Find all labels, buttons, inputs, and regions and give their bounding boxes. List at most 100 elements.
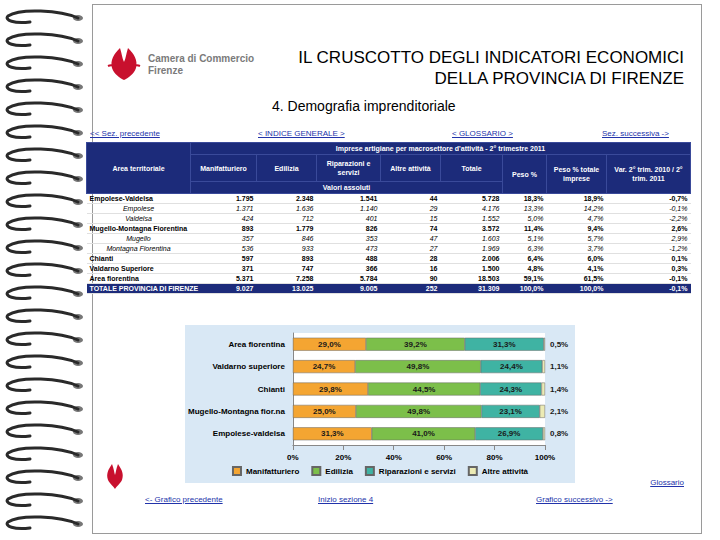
svg-text:Riparazioni e servizi: Riparazioni e servizi [379,467,456,476]
svg-text:Valdarno superiore: Valdarno superiore [212,362,285,371]
html-text:18,3%: 18,3% [523,195,544,202]
svg-text:31,3%: 31,3% [321,429,344,438]
html-text:712: 712 [301,215,314,222]
svg-text:Edilizia: Edilizia [325,467,353,476]
html-text:Mugello-Montagna Fiorentina: Mugello-Montagna Fiorentina [89,225,188,232]
html-text:11,4%: 11,4% [524,225,544,232]
html-text:DELLA PROVINCIA DI FIRENZE: DELLA PROVINCIA DI FIRENZE [434,69,684,88]
html-text:893: 893 [241,225,254,232]
html-text:15: 15 [429,215,438,222]
html-text:424: 424 [241,215,254,222]
svg-text:0,8%: 0,8% [550,429,568,438]
html-text:Area territoriale: Area territoriale [112,164,165,172]
html-text:Totale: Totale [461,164,482,172]
svg-text:Area fiorentina: Area fiorentina [228,340,285,349]
html-text:14,2%: 14,2% [583,205,604,212]
svg-text:Chianti: Chianti [258,385,285,394]
html-text:1.552: 1.552 [482,215,500,222]
html-text:< GLOSSARIO >: < GLOSSARIO > [452,129,513,138]
html-text:-2,2%: -2,2% [669,215,688,222]
html-text:Sez. successiva ->: Sez. successiva -> [602,129,669,138]
html-text:<- Grafico precedente: <- Grafico precedente [145,495,223,504]
html-text:18,9%: 18,9% [583,195,604,202]
html-text:Glossario: Glossario [650,478,684,487]
html-text:Manifatturiero: Manifatturiero [200,164,247,172]
svg-text:Empolese-valdelsa: Empolese-valdelsa [213,429,286,438]
svg-text:49,8%: 49,8% [407,362,430,371]
html-text:-0,1%: -0,1% [669,205,688,212]
html-text:-0,7%: -0,7% [669,195,688,202]
html-text:47: 47 [429,235,438,242]
html-text:1.140: 1.140 [360,205,378,212]
svg-text:Mugello-Montagna fior.na: Mugello-Montagna fior.na [188,407,285,416]
svg-text:49,8%: 49,8% [407,407,430,416]
html-text:353: 353 [365,235,378,242]
html-text:9,4%: 9,4% [587,225,604,232]
html-text:4.176: 4.176 [482,205,500,212]
html-text:Empolese-Valdelsa: Empolese-Valdelsa [89,195,153,202]
svg-text:80%: 80% [487,453,503,462]
svg-text:100%: 100% [535,453,555,462]
svg-text:44,5%: 44,5% [413,385,436,394]
svg-text:40%: 40% [386,453,402,462]
svg-text:31,3%: 31,3% [493,340,516,349]
html-text:2.348: 2.348 [296,195,314,202]
html-text:Grafico successivo ->: Grafico successivo -> [536,495,613,504]
html-text:Edilizia: Edilizia [274,164,299,172]
html-text:Camera di Commercio: Camera di Commercio [148,53,255,64]
html-text:Peso %: Peso % [512,170,537,178]
svg-text:20%: 20% [335,453,351,462]
html-text:1.779: 1.779 [296,225,314,232]
html-text:5.728: 5.728 [482,195,500,202]
svg-text:Manifatturiero: Manifatturiero [246,467,299,476]
html-text:Riparazioni e servizi: Riparazioni e servizi [326,160,371,176]
html-text:29: 29 [429,205,438,212]
svg-text:1,1%: 1,1% [550,362,568,371]
html-text:1.795: 1.795 [236,195,254,202]
html-text:1.371: 1.371 [236,205,254,212]
html-text:2,6%: 2,6% [671,225,688,232]
html-text:74: 74 [429,225,438,232]
html-text:Valdelsa: Valdelsa [125,215,152,222]
svg-text:39,2%: 39,2% [404,340,427,349]
svg-text:24,3%: 24,3% [499,385,522,394]
html-text:13,3%: 13,3% [523,205,544,212]
html-text:1.541: 1.541 [360,195,378,202]
html-text:4,7%: 4,7% [587,215,604,222]
svg-text:1,4%: 1,4% [550,385,568,394]
html-text:Var. 2° trim. 2010 / 2° trim.: Var. 2° trim. 2010 / 2° trim. 2011 [614,166,683,182]
html-text:44: 44 [429,195,438,202]
svg-text:0%: 0% [287,453,299,462]
svg-text:60%: 60% [436,453,452,462]
html-text:401: 401 [365,215,378,222]
svg-text:0,5%: 0,5% [550,340,568,349]
html-text:357: 357 [241,235,254,242]
html-text:Valori assoluti: Valori assoluti [322,184,371,191]
svg-text:24,4%: 24,4% [500,362,523,371]
html-text:<< Sez. precedente: << Sez. precedente [90,129,160,138]
html-text:Inizio sezione 4: Inizio sezione 4 [318,495,374,504]
html-text:1.636: 1.636 [296,205,314,212]
html-text:826: 826 [365,225,378,232]
html-text:Empolese: Empolese [122,205,155,212]
html-text:Altre attività: Altre attività [390,164,431,172]
html-text:IL CRUSCOTTO DEGLI INDICATORI: IL CRUSCOTTO DEGLI INDICATORI ECONOMICI [298,48,684,67]
svg-text:2,1%: 2,1% [550,407,568,416]
html-text:Peso % totale imprese: Peso % totale imprese [553,166,600,182]
svg-text:29,0%: 29,0% [318,340,341,349]
html-text:3.572: 3.572 [482,225,500,232]
svg-text:Altre attività: Altre attività [482,467,529,476]
svg-text:41,0%: 41,0% [412,429,435,438]
html-text:Firenze: Firenze [148,65,183,76]
html-text:< INDICE GENERALE >: < INDICE GENERALE > [258,129,345,138]
html-text:4. Demografia imprenditoriale: 4. Demografia imprenditoriale [272,98,456,114]
html-text:Imprese artigiane per macroset: Imprese artigiane per macrosettore d'att… [335,145,546,152]
html-text:846: 846 [301,235,314,242]
svg-text:25,0%: 25,0% [313,407,336,416]
html-text:5,0%: 5,0% [527,215,544,222]
html-text:Mugello: Mugello [126,235,151,242]
svg-text:26,9%: 26,9% [498,429,521,438]
svg-text:24,7%: 24,7% [313,362,336,371]
svg-text:29,8%: 29,8% [319,385,342,394]
svg-text:23,1%: 23,1% [499,407,522,416]
